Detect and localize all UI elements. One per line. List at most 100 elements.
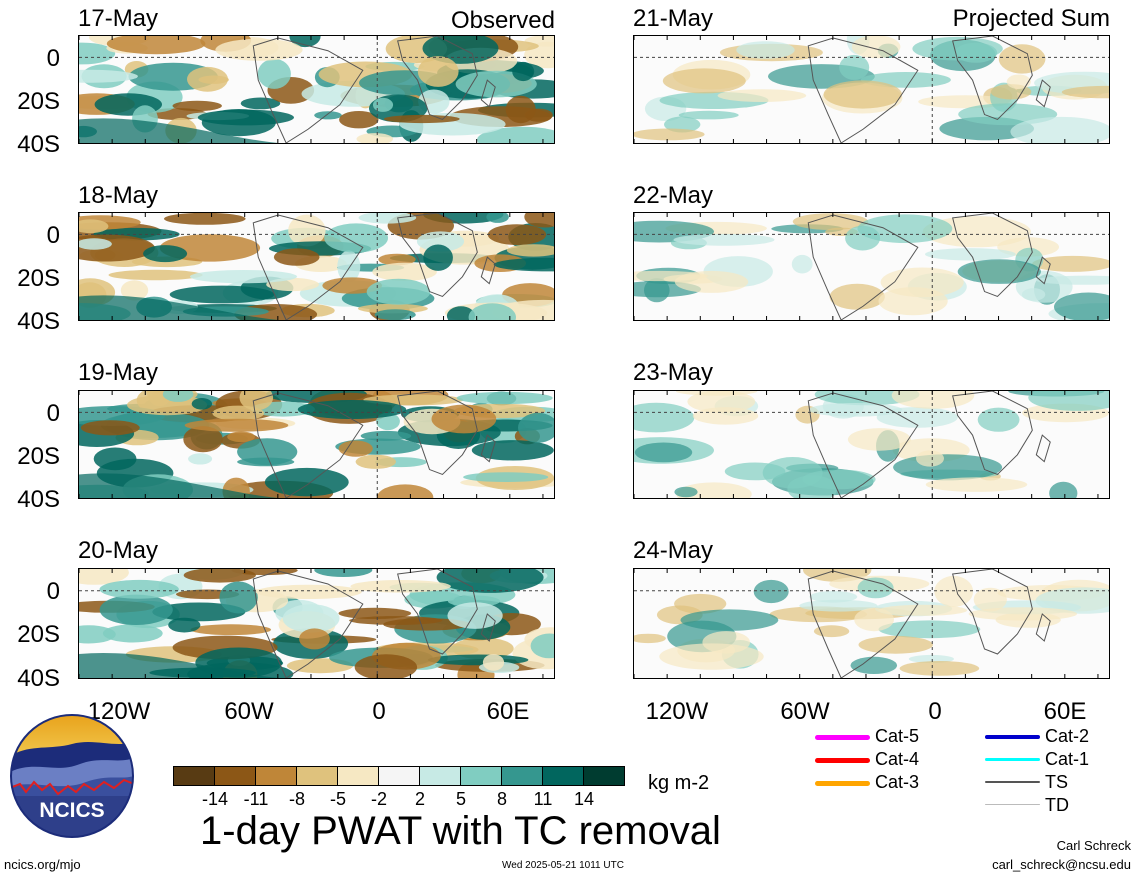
panel-tag-projected-sum: Projected Sum xyxy=(952,5,1110,32)
pwat-anomaly-blob xyxy=(799,599,878,612)
pwat-anomaly-blob xyxy=(634,442,693,463)
pwat-anomaly-blob xyxy=(802,469,876,490)
pwat-anomaly-blob xyxy=(530,633,554,659)
south-america-outline xyxy=(252,37,364,143)
south-america-outline xyxy=(252,392,364,498)
pwat-anomaly-blob xyxy=(1036,275,1109,285)
y-tick-40s: 40S xyxy=(17,131,60,158)
panel-date: 20-May xyxy=(78,537,159,564)
heatmap-map xyxy=(78,568,555,679)
cat5-label: Cat-5 xyxy=(875,726,920,746)
ts-label: TS xyxy=(1045,772,1069,792)
africa-outline xyxy=(397,391,478,476)
pwat-anomaly-blob xyxy=(324,223,388,253)
pwat-anomaly-blob xyxy=(858,635,933,654)
pwat-anomaly-blob xyxy=(493,257,554,272)
africa-outline xyxy=(952,213,1033,298)
cat4-label: Cat-4 xyxy=(875,749,920,769)
pwat-anomaly-blob xyxy=(977,407,1020,432)
colorbar-tick: 2 xyxy=(414,789,425,809)
pwat-anomaly-blob xyxy=(297,400,407,419)
pwat-anomaly-blob xyxy=(349,616,443,625)
madagascar-outline xyxy=(480,613,496,642)
pwat-anomaly-blob xyxy=(659,643,764,670)
moisture-band xyxy=(79,652,279,678)
pwat-anomaly-blob xyxy=(372,97,394,112)
pwat-anomaly-blob xyxy=(912,36,1003,61)
pwat-anomaly-blob xyxy=(957,259,1041,284)
pwat-anomaly-blob xyxy=(477,126,554,143)
pwat-anomaly-blob xyxy=(383,114,460,124)
colorbar-tick: 11 xyxy=(533,789,553,809)
pwat-anomaly-blob xyxy=(1006,74,1031,90)
pwat-anomaly-blob xyxy=(120,280,149,301)
pwat-anomaly-blob xyxy=(1061,85,1109,99)
madagascar-outline xyxy=(1035,434,1051,463)
pwat-anomaly-blob xyxy=(446,306,476,320)
pwat-anomaly-blob xyxy=(857,214,953,243)
africa-outline xyxy=(397,36,478,121)
pwat-anomaly-blob xyxy=(662,68,746,94)
author-email[interactable]: carl_schreck@ncsu.edu xyxy=(992,857,1131,872)
colorbar-tick: -14 xyxy=(201,789,228,809)
pwat-anomaly-blob xyxy=(674,593,727,614)
pwat-anomaly-blob xyxy=(239,391,274,411)
pwat-anomaly-blob xyxy=(436,569,544,593)
pwat-anomaly-blob xyxy=(172,100,222,112)
colorbar-tick: -8 xyxy=(288,789,305,809)
logo-text: NCICS xyxy=(39,799,104,822)
pwat-anomaly-blob xyxy=(168,617,201,633)
pwat-anomaly-blob xyxy=(968,607,1077,621)
heatmap-field xyxy=(79,36,554,143)
website-link[interactable]: ncics.org/mjo xyxy=(4,857,81,872)
south-america-outline xyxy=(252,214,364,320)
madagascar-outline xyxy=(1035,256,1051,285)
south-america-outline xyxy=(807,392,919,498)
pwat-anomaly-blob xyxy=(456,391,553,405)
pwat-anomaly-blob xyxy=(322,277,382,294)
colorbar-tick: -2 xyxy=(370,789,387,809)
pwat-anomaly-blob xyxy=(314,569,373,577)
pwat-anomaly-blob xyxy=(79,69,138,83)
panel-date: 22-May xyxy=(633,182,714,209)
cat5-swatch xyxy=(815,735,870,740)
cat4-swatch xyxy=(815,758,870,763)
panel-date: 18-May xyxy=(78,182,159,209)
pwat-anomaly-blob xyxy=(358,213,417,224)
moisture-band xyxy=(79,295,279,320)
pwat-anomaly-blob xyxy=(813,625,850,638)
colorbar-tick: -5 xyxy=(329,789,346,809)
pwat-anomaly-blob xyxy=(219,581,258,614)
pwat-anomaly-blob xyxy=(634,270,708,282)
pwat-anomaly-blob xyxy=(674,486,698,498)
pwat-anomaly-blob xyxy=(106,36,206,55)
pwat-anomaly-blob xyxy=(162,391,194,402)
pwat-anomaly-blob xyxy=(273,248,320,266)
pwat-anomaly-blob xyxy=(191,398,213,410)
pwat-anomaly-blob xyxy=(792,213,869,230)
colorbar-swatch xyxy=(542,766,584,786)
pwat-anomaly-blob xyxy=(1049,481,1078,498)
pwat-anomaly-blob xyxy=(79,219,109,234)
pwat-anomaly-blob xyxy=(215,38,303,61)
africa-outline xyxy=(952,391,1033,476)
y-tick-20s: 20S xyxy=(17,265,60,292)
pwat-anomaly-blob xyxy=(753,579,789,604)
pwat-anomaly-blob xyxy=(471,440,554,461)
pwat-anomaly-blob xyxy=(416,231,465,252)
pwat-anomaly-blob xyxy=(847,428,911,451)
heatmap-map xyxy=(633,35,1110,144)
ts-swatch xyxy=(985,781,1040,783)
colorbar-swatch xyxy=(583,766,625,786)
pwat-anomaly-blob xyxy=(314,111,342,120)
y-tick-0: 0 xyxy=(46,45,60,72)
colorbar-swatch xyxy=(296,766,338,786)
pwat-anomaly-blob xyxy=(152,602,246,622)
pwat-anomaly-blob xyxy=(505,95,536,124)
madagascar-outline xyxy=(1035,613,1051,642)
colorbar-swatch xyxy=(501,766,543,786)
africa-outline xyxy=(397,213,478,298)
pwat-anomaly-blob xyxy=(108,269,203,281)
pwat-anomaly-blob xyxy=(891,391,975,409)
pwat-anomaly-blob xyxy=(673,233,775,246)
